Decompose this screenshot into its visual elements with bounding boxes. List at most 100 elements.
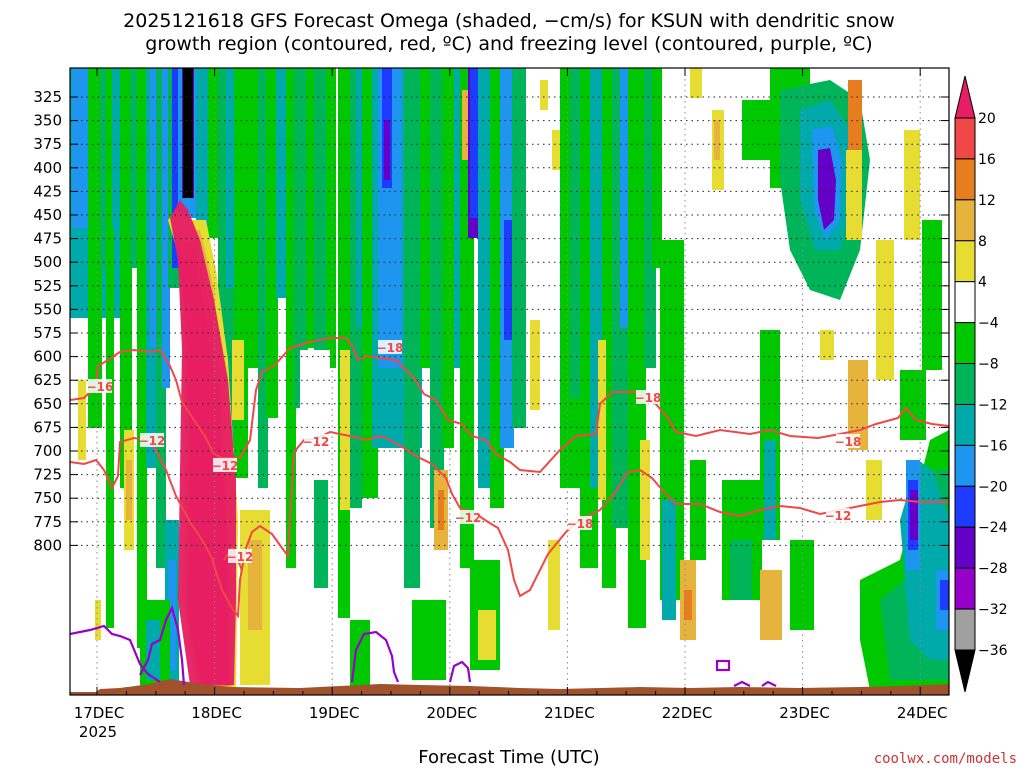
x-tick-label: 20DEC xyxy=(427,704,478,722)
colorbar-tick-label: 16 xyxy=(978,152,996,168)
contour-label: −18 xyxy=(835,435,862,449)
gridlines xyxy=(70,68,949,695)
shade-cell xyxy=(818,148,836,230)
y-tick-label: 725 xyxy=(33,466,62,484)
shade-cell xyxy=(690,68,702,98)
shade-cell xyxy=(300,350,330,480)
shade-cell xyxy=(95,600,101,640)
y-tick-label: 600 xyxy=(33,348,62,366)
shade-cell xyxy=(504,220,514,340)
colorbar-bin xyxy=(954,281,976,324)
x-tick-label: 22DEC xyxy=(662,704,713,722)
dgz-contour-upper xyxy=(70,337,949,474)
colorbar-bin xyxy=(954,485,976,528)
colorbar-bin xyxy=(954,240,976,283)
contour-label-bg xyxy=(378,340,402,354)
colorbar-bottom-arrow xyxy=(954,649,976,693)
vertical-gridlines xyxy=(96,68,921,695)
chart-title-line2: growth region (contoured, red, ºC) and f… xyxy=(145,33,872,55)
dgz-contour-labels: −16 −12 −18 −18 −12 −12 −12 −12 −18 −18 −12 xyxy=(87,340,862,564)
freezing-contour-hook xyxy=(139,604,186,686)
shade-cell xyxy=(306,68,316,348)
colorbar-bin xyxy=(954,526,976,569)
y-tick-label: 675 xyxy=(33,418,62,436)
x-year-label: 2025 xyxy=(79,723,117,741)
y-tick-label: 375 xyxy=(33,135,62,153)
y-tick-label: 550 xyxy=(33,300,62,318)
shade-cell xyxy=(530,320,540,410)
shade-cell xyxy=(126,460,132,520)
freezing-contour-20dec xyxy=(448,660,472,683)
shade-cell xyxy=(100,68,110,268)
shade-cell xyxy=(552,130,560,170)
contour-label: −12 xyxy=(212,459,239,473)
y-tick-label: 325 xyxy=(33,88,62,106)
freezing-contour-22dec-base xyxy=(733,680,777,687)
shade-cell xyxy=(910,490,918,540)
shade-cell xyxy=(848,80,862,150)
shade-cell xyxy=(340,350,350,510)
x-tick-label: 19DEC xyxy=(309,704,360,722)
colorbar-tick-label: −28 xyxy=(978,561,1008,577)
shade-cell xyxy=(760,570,782,640)
shade-cell xyxy=(120,68,132,488)
shade-cell xyxy=(146,620,160,680)
shade-cell xyxy=(338,68,350,618)
contour-label: −18 xyxy=(377,341,404,355)
y-tick-label: 750 xyxy=(33,489,62,507)
shade-cell xyxy=(512,68,526,428)
contour-label: −16 xyxy=(87,380,114,394)
contour-label-bg xyxy=(228,549,252,563)
y-tick-label: 475 xyxy=(33,230,62,248)
shade-cell xyxy=(742,100,770,160)
shade-cell xyxy=(462,90,470,160)
shade-cell xyxy=(940,580,949,610)
colorbar-bin xyxy=(954,199,976,242)
colorbar-tick-label: −16 xyxy=(978,438,1008,454)
colorbar-bin xyxy=(954,608,976,651)
shade-cell xyxy=(714,120,720,160)
shade-cell xyxy=(454,68,464,368)
y-axis: 325 350 375 400 425 450 475 500 525 550 575 600 625 6… xyxy=(33,88,949,554)
colorbar-tick-label: −8 xyxy=(978,357,999,373)
shade-cell xyxy=(137,68,147,648)
shade-cell xyxy=(384,120,390,180)
shade-cell xyxy=(72,68,90,228)
shade-cell xyxy=(904,130,920,240)
y-tick-label: 775 xyxy=(33,513,62,531)
colorbar-tick-label: −36 xyxy=(978,643,1008,659)
colorbar-tick-label: 12 xyxy=(978,193,996,209)
shade-cell xyxy=(690,460,706,560)
contour-label: −12 xyxy=(303,435,330,449)
colorbar-tick-label: −32 xyxy=(978,602,1008,618)
x-tick-label: 23DEC xyxy=(779,704,830,722)
shade-cell xyxy=(404,68,420,588)
colorbar-tick-label: −12 xyxy=(978,397,1008,413)
colorbar-bin xyxy=(954,403,976,446)
colorbar-top-arrow xyxy=(954,75,976,119)
y-tick-label: 800 xyxy=(33,536,62,554)
shade-cell xyxy=(548,540,560,630)
y-tick-label: 350 xyxy=(33,112,62,130)
x-tick-label: 17DEC xyxy=(74,704,125,722)
shade-cell xyxy=(764,440,776,540)
colorbar-tick-label: 4 xyxy=(978,275,987,291)
y-tick-label: 650 xyxy=(33,395,62,413)
shade-cell xyxy=(412,600,446,680)
colorbar-bin xyxy=(954,567,976,610)
shade-cell xyxy=(314,68,328,588)
y-tick-label: 425 xyxy=(33,182,62,200)
x-tick-label: 18DEC xyxy=(191,704,242,722)
shade-cell xyxy=(276,68,286,298)
contour-label: −12 xyxy=(455,511,482,525)
shade-cell xyxy=(684,590,692,620)
contour-label-bg xyxy=(826,508,850,522)
shade-cell xyxy=(876,240,894,380)
shade-cell xyxy=(478,610,496,660)
colorbar: 20 16 12 8 4 −4 −8 −12 −16 −20 −24 −28 −32 −36 xyxy=(954,75,1008,693)
shade-cell xyxy=(730,540,752,600)
contour-label: −12 xyxy=(227,550,254,564)
shade-cell xyxy=(266,68,278,418)
shade-cell xyxy=(662,500,676,620)
